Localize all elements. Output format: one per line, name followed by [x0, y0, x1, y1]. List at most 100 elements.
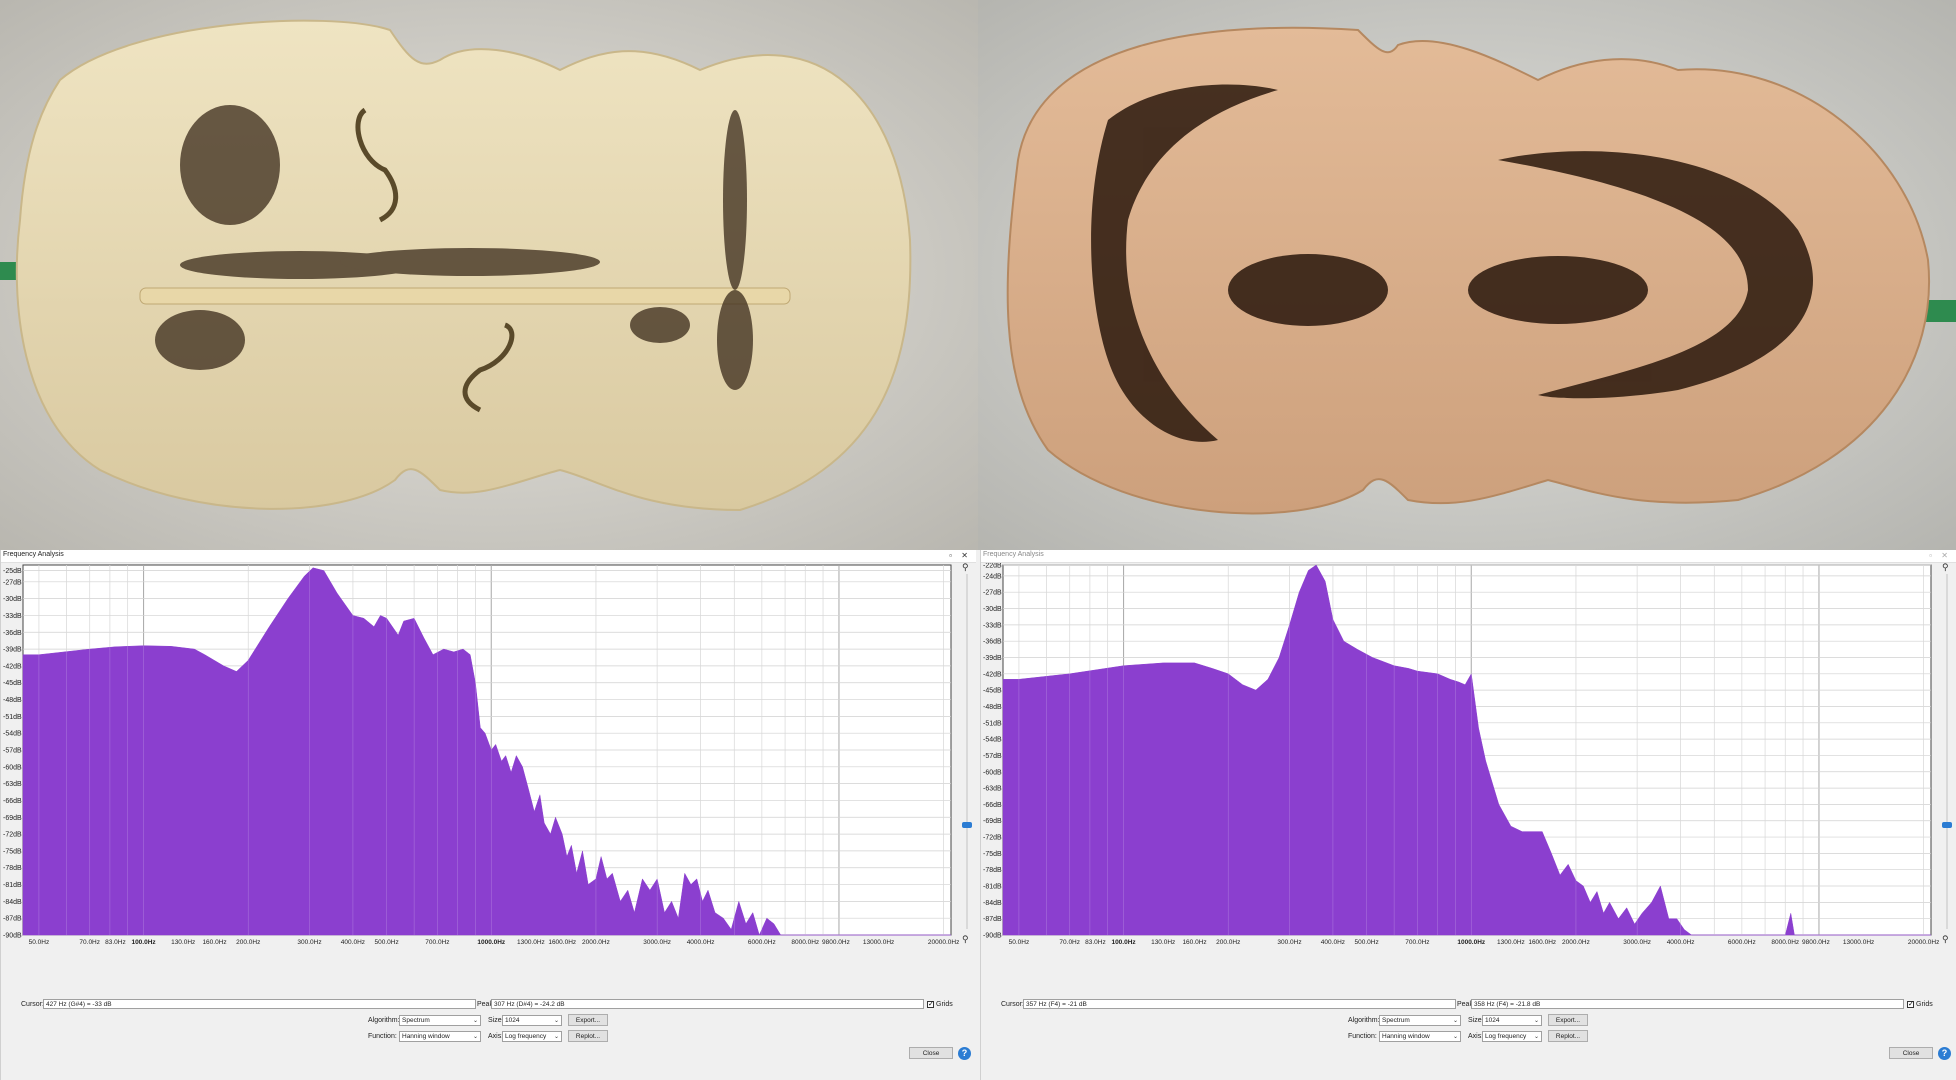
- spectrum-plot[interactable]: -25dB -27dB -30dB -33dB -36dB -39dB -42dB -45dB…: [1, 563, 967, 958]
- x-tick-label: 160.0Hz: [202, 939, 226, 946]
- y-tick-label: -48dB: [3, 697, 22, 704]
- close-button[interactable]: Close: [1889, 1047, 1933, 1059]
- y-tick-label: -51dB: [3, 714, 22, 721]
- help-icon[interactable]: ?: [1938, 1047, 1951, 1060]
- maximize-icon[interactable]: ▫: [1929, 551, 1932, 560]
- y-tick-label: -27dB: [983, 590, 1002, 597]
- chevron-down-icon: ⌄: [553, 1018, 559, 1024]
- replot-button[interactable]: Replot...: [568, 1030, 608, 1042]
- size-select[interactable]: 1024 ⌄: [502, 1015, 562, 1026]
- axis-label: Axis:: [1468, 1033, 1484, 1040]
- vertical-zoom-slider[interactable]: ⚲ ⚲: [1942, 562, 1952, 944]
- grids-checkbox[interactable]: ✓: [1907, 1001, 1914, 1008]
- x-tick-label: 6000.0Hz: [1728, 939, 1756, 946]
- spectrum-svg: -22dB -24dB -27dB -30dB -33dB -36dB -39dB -42dB…: [983, 563, 1939, 947]
- y-tick-label: -63dB: [3, 781, 22, 788]
- x-tick-label: 1000.0Hz: [1457, 939, 1486, 946]
- export-button[interactable]: Export...: [568, 1014, 608, 1026]
- x-tick-label: 6000.0Hz: [748, 939, 776, 946]
- y-tick-label: -42dB: [983, 671, 1002, 678]
- size-value: 1024: [505, 1017, 520, 1024]
- zoom-in-icon[interactable]: ⚲: [962, 562, 969, 572]
- axis-value: Log frequency: [505, 1033, 547, 1040]
- y-tick-label: -63dB: [983, 786, 1002, 793]
- zoom-out-icon[interactable]: ⚲: [962, 934, 969, 944]
- y-tick-label: -33dB: [3, 613, 22, 620]
- close-icon[interactable]: ✕: [1941, 551, 1948, 560]
- frequency-analysis-window-right: Frequency Analysis ▫ ✕ -22dB -24dB -27dB -3…: [980, 550, 1956, 1080]
- y-tick-label: -90dB: [983, 933, 1002, 940]
- y-tick-label: -36dB: [3, 630, 22, 637]
- x-tick-label: 200.0Hz: [236, 939, 260, 946]
- spectrum-plot[interactable]: -22dB -24dB -27dB -30dB -33dB -36dB -39dB -42dB…: [981, 563, 1947, 958]
- x-tick-label: 160.0Hz: [1182, 939, 1206, 946]
- chevron-down-icon: ⌄: [1533, 1034, 1539, 1040]
- chevron-down-icon: ⌄: [553, 1034, 559, 1040]
- x-tick-label: 500.0Hz: [1354, 939, 1378, 946]
- x-tick-label: 130.0Hz: [171, 939, 195, 946]
- zoom-out-icon[interactable]: ⚲: [1942, 934, 1949, 944]
- grids-checkbox[interactable]: ✓: [927, 1001, 934, 1008]
- chevron-down-icon: ⌄: [1452, 1034, 1458, 1040]
- function-label: Function:: [368, 1033, 397, 1040]
- y-tick-label: -25dB: [3, 568, 22, 575]
- peak-label: Peak:: [1457, 1001, 1475, 1008]
- x-tick-label: 3000.0Hz: [643, 939, 671, 946]
- vertical-zoom-slider[interactable]: ⚲ ⚲: [962, 562, 972, 944]
- x-tick-label: 400.0Hz: [1321, 939, 1345, 946]
- y-tick-label: -60dB: [3, 764, 22, 771]
- x-tick-label: 70.0Hz: [1059, 939, 1080, 946]
- x-tick-label: 1300.0Hz: [1497, 939, 1525, 946]
- help-icon[interactable]: ?: [958, 1047, 971, 1060]
- export-button[interactable]: Export...: [1548, 1014, 1588, 1026]
- size-select[interactable]: 1024 ⌄: [1482, 1015, 1542, 1026]
- x-tick-label: 1600.0Hz: [1528, 939, 1556, 946]
- x-tick-label: 50.0Hz: [1009, 939, 1030, 946]
- x-tick-label: 20000.0Hz: [1908, 939, 1939, 946]
- y-tick-label: -48dB: [983, 704, 1002, 711]
- chevron-down-icon: ⌄: [472, 1034, 478, 1040]
- algorithm-select[interactable]: Spectrum ⌄: [1379, 1015, 1461, 1026]
- peak-value-field: 307 Hz (D#4) = -24.2 dB: [491, 999, 924, 1009]
- axis-select[interactable]: Log frequency ⌄: [1482, 1031, 1542, 1042]
- size-value: 1024: [1485, 1017, 1500, 1024]
- chevron-down-icon: ⌄: [472, 1018, 478, 1024]
- y-tick-label: -75dB: [3, 848, 22, 855]
- spectrum-svg: -25dB -27dB -30dB -33dB -36dB -39dB -42dB -45dB…: [3, 564, 959, 946]
- x-tick-label: 1600.0Hz: [548, 939, 576, 946]
- y-tick-label: -39dB: [3, 647, 22, 654]
- peak-label: Peak:: [477, 1001, 495, 1008]
- maximize-icon[interactable]: ▫: [949, 551, 952, 560]
- x-tick-label: 3000.0Hz: [1623, 939, 1651, 946]
- x-tick-label: 20000.0Hz: [928, 939, 959, 946]
- algorithm-select[interactable]: Spectrum ⌄: [399, 1015, 481, 1026]
- y-tick-label: -57dB: [983, 753, 1002, 760]
- x-tick-label: 130.0Hz: [1151, 939, 1175, 946]
- size-label: Size:: [488, 1017, 504, 1024]
- function-select[interactable]: Hanning window ⌄: [399, 1031, 481, 1042]
- x-tick-label: 2000.0Hz: [1562, 939, 1590, 946]
- function-select[interactable]: Hanning window ⌄: [1379, 1031, 1461, 1042]
- cursor-value-field: 427 Hz (G#4) = -33 dB: [43, 999, 476, 1009]
- x-tick-label: 8000.0Hz: [791, 939, 819, 946]
- window-title: Frequency Analysis: [3, 551, 64, 558]
- y-tick-label: -24dB: [983, 573, 1002, 580]
- chevron-down-icon: ⌄: [1452, 1018, 1458, 1024]
- y-tick-label: -69dB: [983, 818, 1002, 825]
- x-tick-label: 70.0Hz: [79, 939, 100, 946]
- y-tick-label: -27dB: [3, 579, 22, 586]
- y-tick-label: -45dB: [3, 680, 22, 687]
- slider-thumb[interactable]: [962, 822, 972, 828]
- close-button[interactable]: Close: [909, 1047, 953, 1059]
- axis-select[interactable]: Log frequency ⌄: [502, 1031, 562, 1042]
- x-tick-label: 2000.0Hz: [582, 939, 610, 946]
- replot-button[interactable]: Replot...: [1548, 1030, 1588, 1042]
- zoom-in-icon[interactable]: ⚲: [1942, 562, 1949, 572]
- close-icon[interactable]: ✕: [961, 551, 968, 560]
- slider-thumb[interactable]: [1942, 822, 1952, 828]
- x-tick-label: 400.0Hz: [341, 939, 365, 946]
- peak-value-field: 358 Hz (F4) = -21.8 dB: [1471, 999, 1904, 1009]
- x-tick-label: 9800.0Hz: [1802, 939, 1830, 946]
- y-tick-label: -51dB: [983, 720, 1002, 727]
- y-tick-label: -42dB: [3, 663, 22, 670]
